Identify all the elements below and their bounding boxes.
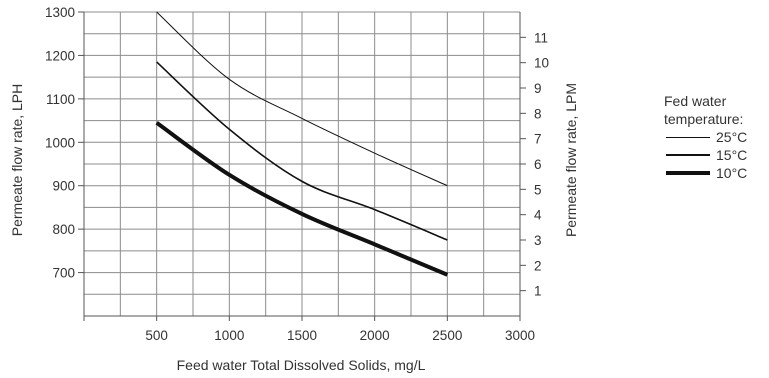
legend-item-10c: 10°C xyxy=(664,164,747,182)
grid-lines xyxy=(84,11,520,316)
left-y-axis-title: Permeate flow rate, LPH xyxy=(9,84,25,237)
right-y-axis: 1 2 3 4 5 6 7 8 9 10 11 xyxy=(519,12,549,316)
series-line-15c xyxy=(156,61,448,241)
right-tick-label: 10 xyxy=(534,56,549,71)
left-tick-label: 1200 xyxy=(45,48,75,63)
right-tick-label: 6 xyxy=(534,157,542,172)
x-axis-title: Feed water Total Dissolved Solids, mg/L xyxy=(177,357,426,373)
left-tick-label: 800 xyxy=(52,222,75,237)
left-tick-label: 900 xyxy=(52,179,75,194)
x-tick-label: 2500 xyxy=(432,328,462,343)
x-tick-label: 3000 xyxy=(505,328,535,343)
series-line-10c xyxy=(155,121,449,277)
legend-swatch-medium xyxy=(666,154,710,156)
legend-item-25c: 25°C xyxy=(664,128,747,146)
right-tick-label: 8 xyxy=(534,106,542,121)
left-tick-label: 1300 xyxy=(45,5,75,20)
x-axis: 500 1000 1500 2000 2500 3000 xyxy=(83,315,535,343)
right-y-axis-title: Permeate flow rate, LPM xyxy=(563,83,579,237)
left-tick-label: 1100 xyxy=(46,92,75,107)
right-tick-label: 5 xyxy=(534,182,542,197)
series-line-25c xyxy=(156,11,448,187)
left-tick-label: 1000 xyxy=(45,135,75,150)
legend: Fed water temperature: 25°C 15°C 10°C xyxy=(664,92,747,182)
x-tick-label: 2000 xyxy=(360,328,390,343)
legend-title-line2: temperature: xyxy=(664,111,744,127)
left-tick-label: 700 xyxy=(52,266,75,281)
right-tick-label: 11 xyxy=(534,30,548,45)
x-tick-label: 500 xyxy=(145,328,168,343)
right-tick-label: 2 xyxy=(534,258,542,273)
right-tick-label: 3 xyxy=(534,233,542,248)
x-tick-label: 1500 xyxy=(287,328,317,343)
series-lines xyxy=(155,11,449,277)
legend-swatch-thick xyxy=(666,171,710,175)
legend-label-10c: 10°C xyxy=(716,165,748,181)
legend-swatch-thin xyxy=(666,136,710,138)
right-tick-label: 9 xyxy=(534,81,542,96)
right-tick-label: 1 xyxy=(534,284,542,299)
right-tick-label: 4 xyxy=(534,208,542,223)
right-tick-label: 7 xyxy=(534,132,542,147)
left-y-axis: 700 800 900 1000 1100 1200 1300 xyxy=(45,5,85,316)
legend-title-line1: Fed water xyxy=(664,93,727,109)
legend-item-15c: 15°C xyxy=(664,146,747,164)
x-tick-label: 1000 xyxy=(214,328,244,343)
legend-label-25c: 25°C xyxy=(716,129,748,145)
legend-label-15c: 15°C xyxy=(716,147,748,163)
